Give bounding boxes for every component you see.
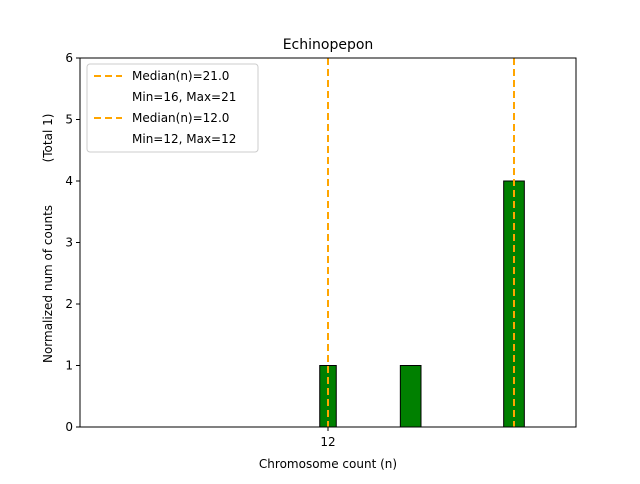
y-tick-label-1: 1 <box>65 359 73 373</box>
legend-range-label-1: Min=12, Max=12 <box>132 132 236 146</box>
legend-range-label-0: Min=16, Max=21 <box>132 90 236 104</box>
y-tick-label-6: 6 <box>65 51 73 65</box>
y-tick-label-2: 2 <box>65 297 73 311</box>
legend: Median(n)=21.0 Min=16, Max=21 Median(n)=12… <box>86 63 259 153</box>
chart-title: Echinopepon <box>283 37 374 53</box>
x-axis-label: Chromosome count (n) <box>259 457 397 471</box>
x-tick-label-0: 12 <box>320 435 335 449</box>
y-axis-total-note: (Total 1) <box>41 114 55 163</box>
y-axis-label: Normalized num of counts <box>41 205 55 363</box>
legend-median-label-1: Median(n)=12.0 <box>132 111 229 125</box>
bar-1 <box>399 365 422 428</box>
legend-median-label-0: Median(n)=21.0 <box>132 69 229 83</box>
y-tick-label-3: 3 <box>65 236 73 250</box>
y-tick-label-0: 0 <box>65 420 73 434</box>
y-tick-label-4: 4 <box>65 174 73 188</box>
y-tick-label-5: 5 <box>65 113 73 127</box>
bar-0 <box>319 365 337 428</box>
